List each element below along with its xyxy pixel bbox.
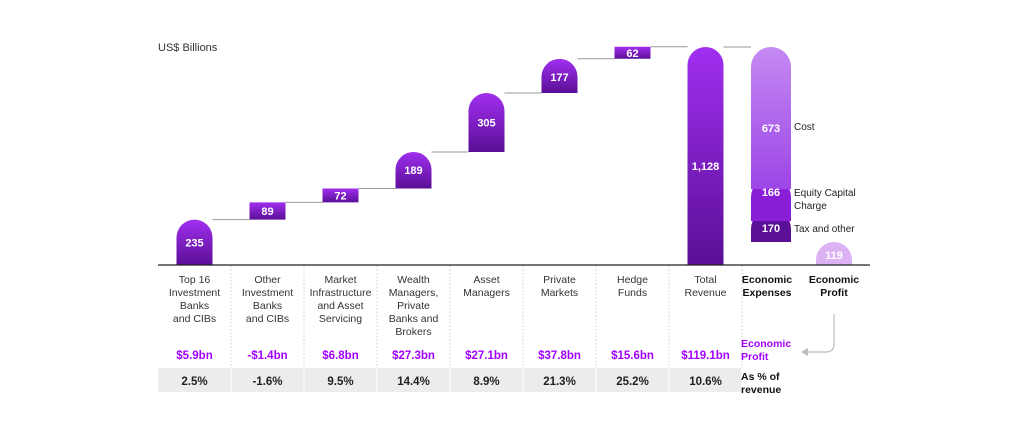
total-revenue-bar xyxy=(687,47,724,265)
category-label: Private xyxy=(397,300,430,312)
bar-value-label: 235 xyxy=(185,237,203,249)
percent-of-revenue-value: 21.3% xyxy=(543,376,576,388)
category-label: Banks xyxy=(180,300,209,312)
category-label: Revenue xyxy=(684,287,726,299)
category-label: Banks and xyxy=(389,313,439,325)
category-label: Profit xyxy=(820,287,848,299)
row-label-economic-profit: Profit xyxy=(741,351,769,363)
economic-profit-value: $27.3bn xyxy=(392,350,435,362)
revenue-bar xyxy=(176,219,213,265)
category-label: Brokers xyxy=(395,326,431,338)
percent-of-revenue-value: 2.5% xyxy=(181,376,207,388)
category-label: Servicing xyxy=(319,313,362,325)
bar-value-label: 189 xyxy=(404,165,422,177)
category-label: and Asset xyxy=(317,300,363,312)
row-label-percent-of-revenue: As % of xyxy=(741,371,780,383)
expense-value-label: 673 xyxy=(762,123,780,135)
expense-bar-cost xyxy=(751,47,791,190)
category-label: Hedge xyxy=(617,274,648,286)
category-label: Investment xyxy=(242,287,293,299)
expense-name-label: Charge xyxy=(794,201,827,212)
percent-of-revenue-value: 25.2% xyxy=(616,376,649,388)
economic-profit-value: $6.8bn xyxy=(322,350,358,362)
category-label: Funds xyxy=(618,287,647,299)
percent-of-revenue-value: -1.6% xyxy=(252,376,282,388)
bar-value-label: 177 xyxy=(550,72,568,84)
category-label: Infrastructure xyxy=(310,287,372,299)
total-revenue-label: 1,128 xyxy=(692,161,720,173)
category-label: Market xyxy=(324,274,356,286)
category-label: Expenses xyxy=(742,287,791,299)
category-label: Asset xyxy=(473,274,499,286)
category-label: Banks xyxy=(253,300,282,312)
revenue-bar xyxy=(468,92,505,152)
bar-value-label: 72 xyxy=(334,190,346,202)
pointer-arrowhead xyxy=(801,348,808,356)
category-label: and CIBs xyxy=(246,313,289,325)
revenue-bar xyxy=(541,58,578,93)
bar-value-label: 62 xyxy=(626,48,638,60)
category-label: Economic xyxy=(742,274,792,286)
category-label: Private xyxy=(543,274,576,286)
category-label: Economic xyxy=(809,274,859,286)
pointer-arrow xyxy=(806,314,835,353)
expense-value-label: 170 xyxy=(762,223,780,235)
economic-profit-bar xyxy=(816,242,852,265)
unit-label: US$ Billions xyxy=(158,42,218,54)
economic-profit-label: 119 xyxy=(825,250,843,262)
expense-name-label: Cost xyxy=(794,122,815,133)
row-label-economic-profit: Economic xyxy=(741,338,791,350)
category-label: Markets xyxy=(541,287,578,299)
category-label: Investment xyxy=(169,287,220,299)
economic-profit-value: $119.1bn xyxy=(681,350,730,362)
percent-of-revenue-value: 8.9% xyxy=(473,376,499,388)
economic-profit-value: $27.1bn xyxy=(465,350,508,362)
percent-of-revenue-value: 9.5% xyxy=(327,376,353,388)
category-label: Wealth xyxy=(397,274,430,286)
category-label: Managers xyxy=(463,287,510,299)
percent-of-revenue-value: 10.6% xyxy=(689,376,722,388)
expense-value-label: 166 xyxy=(762,187,780,199)
economic-profit-value: -$1.4bn xyxy=(247,350,287,362)
bar-value-label: 89 xyxy=(261,206,273,218)
economic-profit-value: $15.6bn xyxy=(611,350,654,362)
economic-profit-value: $37.8bn xyxy=(538,350,581,362)
economic-profit-value: $5.9bn xyxy=(176,350,212,362)
bar-value-label: 305 xyxy=(477,117,495,129)
revenue-bar xyxy=(249,202,286,220)
revenue-bar xyxy=(395,151,432,189)
category-label: Other xyxy=(254,274,281,286)
row-label-percent-of-revenue: revenue xyxy=(741,384,781,396)
percent-of-revenue-value: 14.4% xyxy=(397,376,430,388)
expense-name-label: Tax and other xyxy=(794,224,855,235)
revenue-bar xyxy=(322,188,359,203)
category-label: Top 16 xyxy=(179,274,211,286)
category-label: Total xyxy=(694,274,716,286)
category-label: Managers, xyxy=(389,287,439,299)
revenue-bar xyxy=(614,46,651,59)
expense-name-label: Equity Capital xyxy=(794,188,856,199)
category-label: and CIBs xyxy=(173,313,216,325)
